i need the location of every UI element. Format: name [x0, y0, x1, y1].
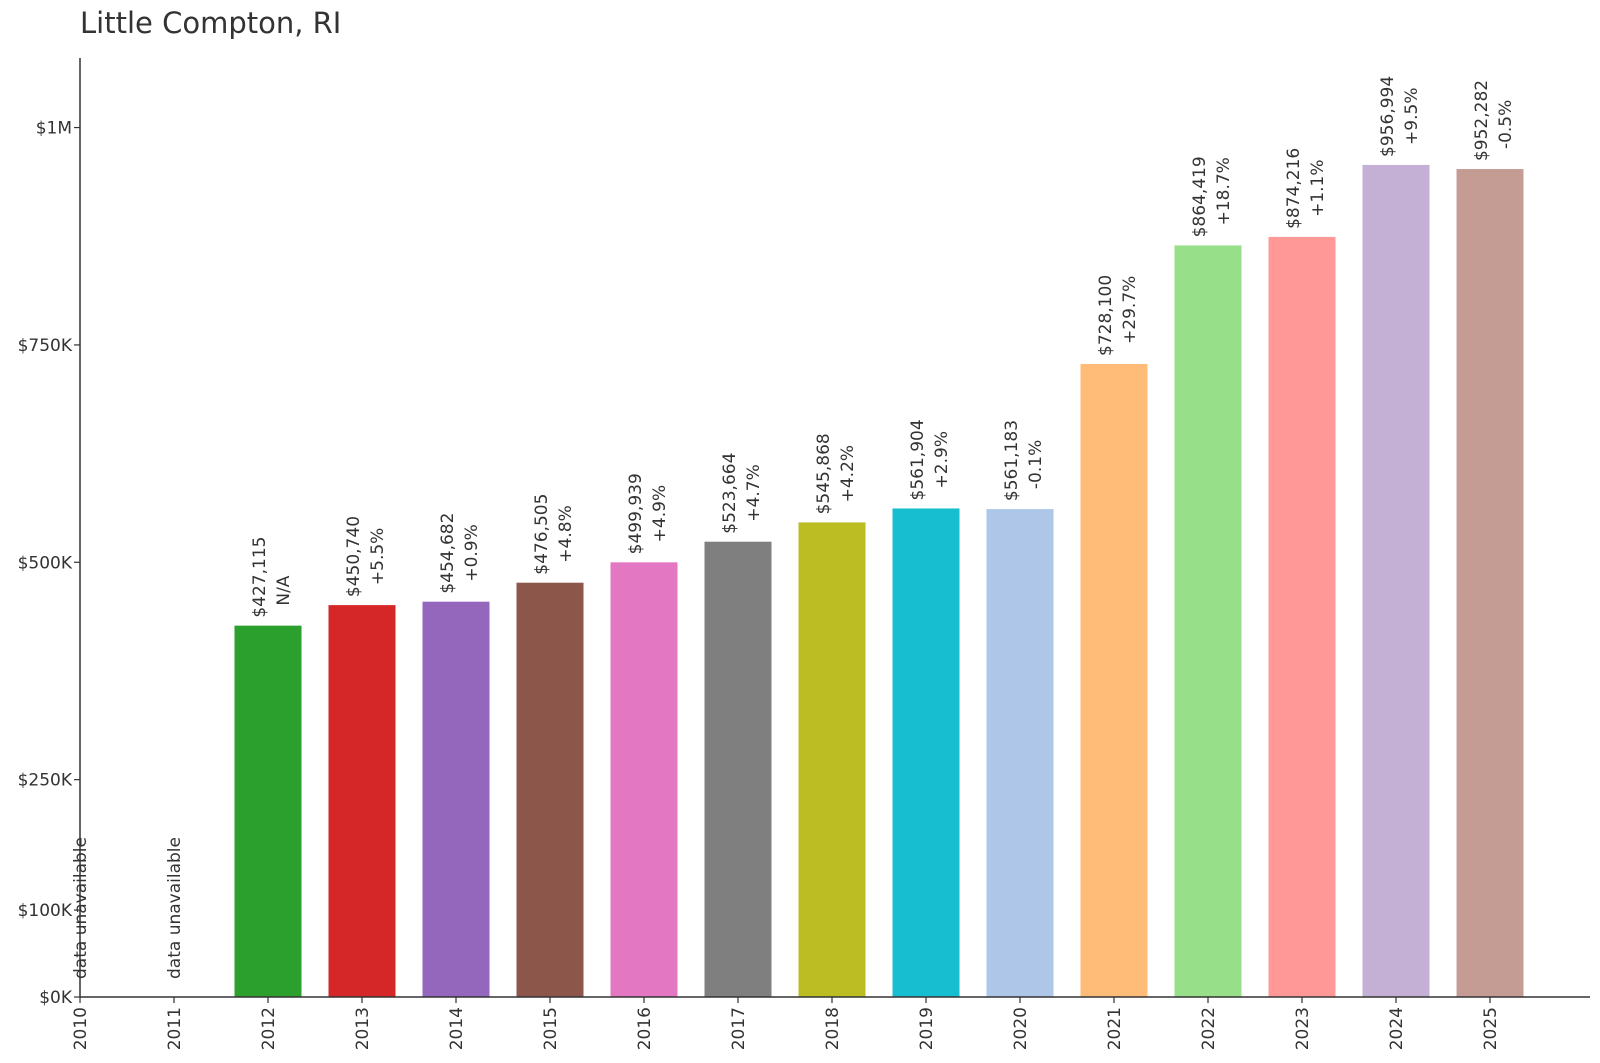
- bar-2025: [1456, 169, 1524, 997]
- bar-2020: [986, 509, 1054, 997]
- bar-2021: [1080, 363, 1148, 997]
- x-tick-label: 2024: [1387, 1007, 1407, 1050]
- x-tick-label: 2011: [165, 1007, 185, 1050]
- bar-2022: [1174, 245, 1242, 998]
- y-tick-label: $100K: [18, 901, 73, 921]
- chart-title: Little Compton, RI: [80, 6, 342, 40]
- y-tick-label: $500K: [18, 553, 73, 573]
- unavailable-label-2011: data unavailable: [165, 837, 185, 979]
- bars-group: [234, 164, 1524, 998]
- x-tick-label: 2021: [1105, 1007, 1125, 1050]
- x-axis: 2010 2011 2012 2013 2014 2015 2016 2017 2018 2019…: [71, 996, 1590, 1050]
- change-label-2013: +5.5%: [368, 528, 388, 585]
- x-tick-label: 2013: [353, 1007, 373, 1050]
- x-tick-label: 2014: [447, 1007, 467, 1050]
- change-label-2024: +9.5%: [1402, 88, 1422, 145]
- x-tick-label: 2020: [1011, 1007, 1031, 1050]
- value-label-2017: $523,664: [720, 453, 740, 534]
- change-label-2021: +29.7%: [1120, 276, 1140, 344]
- x-tick-label: 2023: [1293, 1007, 1313, 1050]
- change-label-2022: +18.7%: [1214, 157, 1234, 225]
- change-label-2019: +2.9%: [932, 431, 952, 488]
- x-tick-label: 2018: [823, 1007, 843, 1050]
- bar-2023: [1268, 236, 1336, 998]
- value-label-2016: $499,939: [626, 473, 646, 554]
- change-label-2012: N/A: [274, 575, 294, 605]
- unavailable-label-2010: data unavailable: [71, 837, 91, 979]
- change-label-2023: +1.1%: [1308, 159, 1328, 216]
- change-label-2025: -0.5%: [1496, 100, 1516, 149]
- value-label-2015: $476,505: [532, 494, 552, 575]
- change-label-2015: +4.8%: [556, 505, 576, 562]
- change-label-2017: +4.7%: [744, 464, 764, 521]
- value-label-2025: $952,282: [1472, 80, 1492, 161]
- y-tick-label: $250K: [18, 771, 73, 791]
- value-label-2021: $728,100: [1096, 275, 1116, 356]
- bar-2014: [422, 601, 490, 997]
- x-tick-label: 2022: [1199, 1007, 1219, 1050]
- value-label-2023: $874,216: [1284, 148, 1304, 229]
- change-label-2016: +4.9%: [650, 485, 670, 542]
- value-label-2013: $450,740: [344, 516, 364, 597]
- x-tick-label: 2012: [259, 1007, 279, 1050]
- y-tick-label: $0K: [39, 988, 73, 1008]
- value-label-2019: $561,904: [908, 419, 928, 500]
- x-tick-label: 2010: [71, 1007, 91, 1050]
- x-tick-label: 2025: [1481, 1007, 1501, 1050]
- value-label-2022: $864,419: [1190, 156, 1210, 237]
- bar-labels-group: data unavailable data unavailable $427,115…: [71, 76, 1516, 979]
- bar-2024: [1362, 164, 1430, 997]
- bar-2012: [234, 625, 302, 997]
- change-label-2014: +0.9%: [462, 524, 482, 581]
- change-label-2018: +4.2%: [838, 445, 858, 502]
- value-label-2018: $545,868: [814, 433, 834, 514]
- x-tick-label: 2016: [635, 1007, 655, 1050]
- value-label-2012: $427,115: [250, 537, 270, 618]
- x-tick-label: 2015: [541, 1007, 561, 1050]
- bar-2018: [798, 522, 866, 997]
- y-tick-label: $1M: [36, 119, 72, 139]
- x-tick-label: 2017: [729, 1007, 749, 1050]
- x-tick-label: 2019: [917, 1007, 937, 1050]
- y-axis: $0K $100K $250K $500K $750K $1M: [18, 58, 81, 1008]
- bar-2013: [328, 605, 396, 997]
- value-label-2024: $956,994: [1378, 76, 1398, 157]
- bar-2015: [516, 582, 584, 997]
- bar-2019: [892, 508, 960, 997]
- bar-2017: [704, 541, 772, 997]
- y-tick-label: $750K: [18, 336, 73, 356]
- bar-2016: [610, 562, 678, 997]
- value-label-2020: $561,183: [1002, 420, 1022, 501]
- value-label-2014: $454,682: [438, 513, 458, 594]
- change-label-2020: -0.1%: [1026, 440, 1046, 489]
